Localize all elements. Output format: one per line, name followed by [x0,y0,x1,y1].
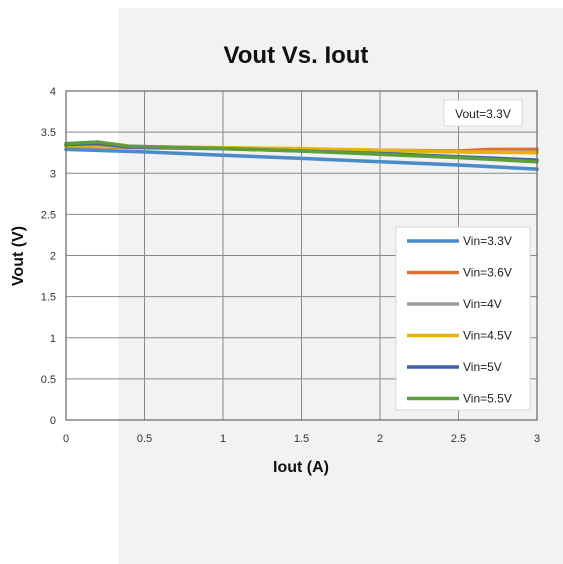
x-axis-label: Iout (A) [273,459,329,476]
legend-label: Vin=4.5V [463,329,512,343]
y-tick-label: 1 [50,333,56,345]
x-tick-label: 1.5 [294,433,309,445]
x-tick-labels: 0 0.5 1 1.5 2 2.5 3 [63,433,540,445]
legend-label: Vin=5V [463,360,502,374]
y-axis-label: Vout (V) [10,226,27,286]
x-tick-label: 1 [220,433,226,445]
legend-box [396,227,530,410]
y-tick-label: 0 [50,415,56,427]
y-tick-label: 3.5 [41,127,56,139]
y-tick-label: 4 [50,86,56,98]
x-tick-label: 0 [63,433,69,445]
legend: Vin=3.3V Vin=3.6V Vin=4V Vin=4.5V Vin=5V Vin=… [396,227,530,410]
y-tick-label: 2 [50,251,56,263]
legend-label: Vin=4V [463,297,502,311]
y-tick-label: 1.5 [41,292,56,304]
y-tick-label: 0.5 [41,374,56,386]
y-tick-label: 2.5 [41,209,56,221]
x-tick-label: 2 [377,433,383,445]
chart-title: Vout Vs. Iout [224,42,369,69]
legend-label: Vin=5.5V [463,392,512,406]
x-tick-label: 2.5 [451,433,466,445]
annotation-text: Vout=3.3V [455,107,511,121]
x-tick-label: 3 [534,433,540,445]
legend-label: Vin=3.6V [463,266,512,280]
annotation-box: Vout=3.3V [444,100,522,126]
y-tick-label: 3 [50,168,56,180]
x-tick-label: 0.5 [137,433,152,445]
legend-label: Vin=3.3V [463,234,512,248]
y-tick-labels: 0 0.5 1 1.5 2 2.5 3 3.5 4 [41,86,56,427]
